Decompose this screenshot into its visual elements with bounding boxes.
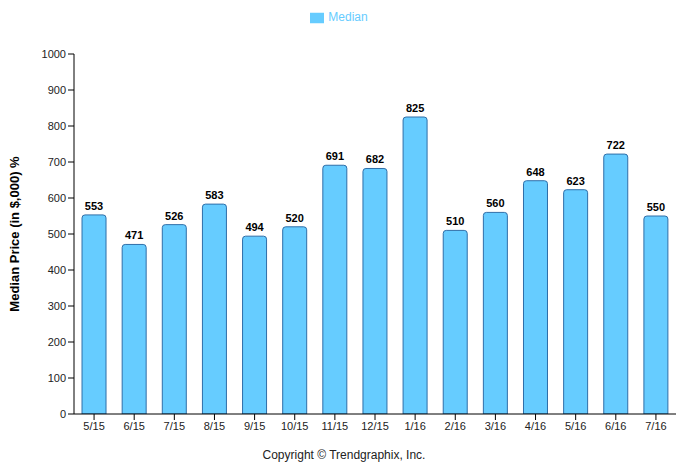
svg-text:682: 682: [366, 153, 384, 165]
svg-text:900: 900: [48, 84, 66, 96]
svg-text:691: 691: [326, 150, 344, 162]
svg-text:583: 583: [205, 189, 223, 201]
svg-text:9/15: 9/15: [244, 420, 265, 432]
svg-text:7/15: 7/15: [164, 420, 185, 432]
svg-text:553: 553: [85, 200, 103, 212]
svg-text:623: 623: [566, 175, 584, 187]
svg-text:10/15: 10/15: [281, 420, 309, 432]
svg-text:12/15: 12/15: [361, 420, 389, 432]
svg-text:500: 500: [48, 228, 66, 240]
svg-text:Median Price (in $,000) %: Median Price (in $,000) %: [8, 156, 22, 312]
svg-text:5/16: 5/16: [565, 420, 586, 432]
svg-text:700: 700: [48, 156, 66, 168]
svg-text:648: 648: [526, 166, 544, 178]
svg-text:200: 200: [48, 336, 66, 348]
svg-text:0: 0: [60, 408, 66, 420]
svg-text:1/16: 1/16: [404, 420, 425, 432]
svg-text:825: 825: [406, 102, 424, 114]
svg-text:7/16: 7/16: [645, 420, 666, 432]
svg-text:2/16: 2/16: [445, 420, 466, 432]
svg-text:8/15: 8/15: [204, 420, 225, 432]
svg-text:5/15: 5/15: [83, 420, 104, 432]
svg-text:510: 510: [446, 215, 464, 227]
svg-text:100: 100: [48, 372, 66, 384]
svg-text:800: 800: [48, 120, 66, 132]
svg-text:6/15: 6/15: [123, 420, 144, 432]
svg-text:600: 600: [48, 192, 66, 204]
svg-text:6/16: 6/16: [605, 420, 626, 432]
svg-text:4/16: 4/16: [525, 420, 546, 432]
svg-text:3/16: 3/16: [485, 420, 506, 432]
html-text:Copyright © Trendgraphix, Inc.: Copyright © Trendgraphix, Inc.: [262, 448, 426, 462]
svg-text:400: 400: [48, 264, 66, 276]
svg-text:550: 550: [647, 201, 665, 213]
svg-text:300: 300: [48, 300, 66, 312]
svg-text:560: 560: [486, 197, 504, 209]
svg-text:494: 494: [245, 221, 264, 233]
svg-text:1000: 1000: [42, 48, 66, 60]
svg-text:520: 520: [286, 212, 304, 224]
svg-text:471: 471: [125, 229, 143, 241]
svg-text:526: 526: [165, 210, 183, 222]
svg-text:11/15: 11/15: [322, 420, 349, 432]
svg-text:722: 722: [607, 139, 625, 151]
html-text:Median: Median: [328, 10, 368, 24]
